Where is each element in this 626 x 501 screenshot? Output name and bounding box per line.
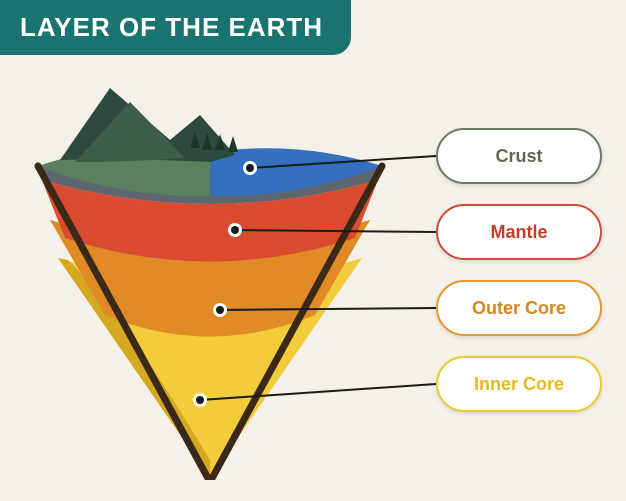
earth-diagram xyxy=(20,60,400,480)
earth-cross-section xyxy=(20,60,400,480)
label-inner-core: Inner Core xyxy=(436,356,602,412)
label-mantle: Mantle xyxy=(436,204,602,260)
labels-column: Crust Mantle Outer Core Inner Core xyxy=(436,128,602,412)
label-crust: Crust xyxy=(436,128,602,184)
page-title: LAYER OF THE EARTH xyxy=(0,0,351,55)
label-outer-core: Outer Core xyxy=(436,280,602,336)
